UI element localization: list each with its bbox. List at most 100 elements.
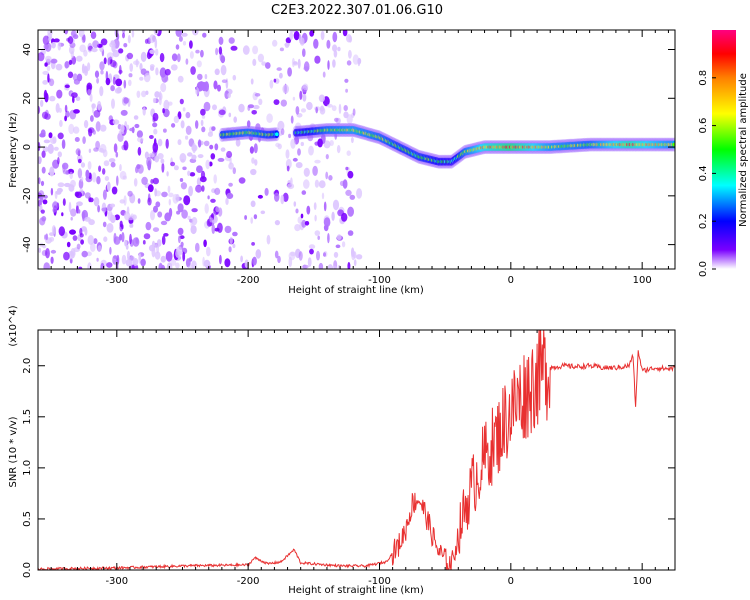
noise-blob <box>84 192 91 199</box>
y-tick-label: 40 <box>22 43 33 56</box>
noise-blob <box>155 67 159 76</box>
noise-blob <box>38 247 42 253</box>
noise-blob <box>273 78 277 83</box>
noise-blob <box>97 100 102 111</box>
noise-blob <box>168 198 171 206</box>
noise-blob <box>203 239 207 248</box>
noise-blob <box>352 108 356 116</box>
noise-blob <box>126 52 134 60</box>
noise-blob <box>140 51 147 63</box>
noise-blob <box>79 233 84 238</box>
x-tick-label: -100 <box>368 275 391 286</box>
noise-blob <box>195 184 203 193</box>
noise-blob <box>321 192 325 200</box>
noise-blob <box>51 41 56 49</box>
noise-blob <box>213 80 218 90</box>
noise-blob <box>110 161 116 168</box>
noise-blob <box>68 201 72 213</box>
noise-blob <box>42 146 49 152</box>
noise-blob <box>212 219 217 224</box>
noise-blob <box>211 224 216 234</box>
noise-blob <box>187 152 193 157</box>
noise-blob <box>103 57 107 65</box>
noise-blob <box>111 186 118 195</box>
noise-blob <box>175 30 183 37</box>
noise-blob <box>52 136 57 144</box>
noise-blob <box>220 55 226 64</box>
noise-blob <box>157 211 163 218</box>
x-tick-label: -200 <box>237 275 260 286</box>
noise-blob <box>81 250 88 258</box>
noise-blob <box>232 74 237 81</box>
noise-blob <box>43 43 49 50</box>
noise-blob <box>334 117 339 122</box>
noise-blob <box>257 53 264 63</box>
x-tick-label: -300 <box>105 275 128 286</box>
noise-blob <box>185 125 192 135</box>
noise-blob <box>177 139 182 146</box>
noise-blob <box>252 45 259 55</box>
noise-blob <box>175 44 180 50</box>
noise-blob <box>155 190 162 197</box>
noise-blob <box>200 108 206 116</box>
noise-blob <box>106 223 114 233</box>
noise-blob <box>157 138 163 147</box>
noise-blob <box>58 226 65 237</box>
noise-blob <box>232 243 236 249</box>
noise-blob <box>126 206 130 214</box>
noise-blob <box>202 32 207 38</box>
x-tick-label: 100 <box>633 576 652 587</box>
noise-blob <box>173 115 180 124</box>
colorbar-tick-label: 0.2 <box>698 213 709 229</box>
noise-blob <box>247 104 254 109</box>
noise-blob <box>341 241 346 248</box>
noise-blob <box>347 206 354 217</box>
noise-blob <box>127 216 134 221</box>
noise-blob <box>297 148 301 156</box>
noise-blob <box>57 151 62 158</box>
noise-blob <box>314 141 320 146</box>
noise-blob <box>102 189 107 200</box>
noise-blob <box>317 235 321 240</box>
noise-blob <box>338 103 342 114</box>
noise-blob <box>282 84 290 94</box>
noise-blob <box>57 132 64 140</box>
noise-blob <box>49 166 55 177</box>
noise-blob <box>251 110 257 115</box>
noise-blob <box>277 255 281 264</box>
noise-blob <box>40 180 45 187</box>
noise-blob <box>252 256 257 266</box>
colorbar-ticks: 0.0 0.2 0.4 0.6 0.8 <box>698 70 716 277</box>
noise-blob <box>295 162 303 169</box>
noise-blob <box>75 191 83 199</box>
noise-blob <box>318 262 324 269</box>
noise-blob <box>325 171 329 180</box>
noise-blob <box>77 158 82 164</box>
noise-blob <box>50 249 57 254</box>
noise-blob <box>154 91 160 98</box>
noise-blob <box>200 49 204 58</box>
noise-blob <box>67 71 74 79</box>
noise-blob <box>215 47 219 56</box>
signal-core <box>275 132 279 136</box>
noise-blob <box>137 136 144 143</box>
noise-blob <box>175 262 180 269</box>
noise-blob <box>57 182 65 188</box>
noise-blob <box>75 96 81 101</box>
noise-blob <box>332 59 336 68</box>
noise-blob <box>214 68 220 76</box>
noise-blob <box>326 39 331 49</box>
noise-blob <box>220 64 227 76</box>
noise-blob <box>302 83 309 91</box>
noise-blob <box>209 144 214 150</box>
noise-blob <box>154 38 158 49</box>
spectrogram-x-axis-label: Height of straight line (km) <box>288 285 424 296</box>
noise-blob <box>251 242 256 246</box>
x-tick-label: -300 <box>105 576 128 587</box>
noise-blob <box>228 246 232 253</box>
noise-blob <box>314 159 321 164</box>
noise-blob <box>153 128 158 135</box>
noise-blob <box>163 99 170 111</box>
noise-blob <box>87 262 92 269</box>
